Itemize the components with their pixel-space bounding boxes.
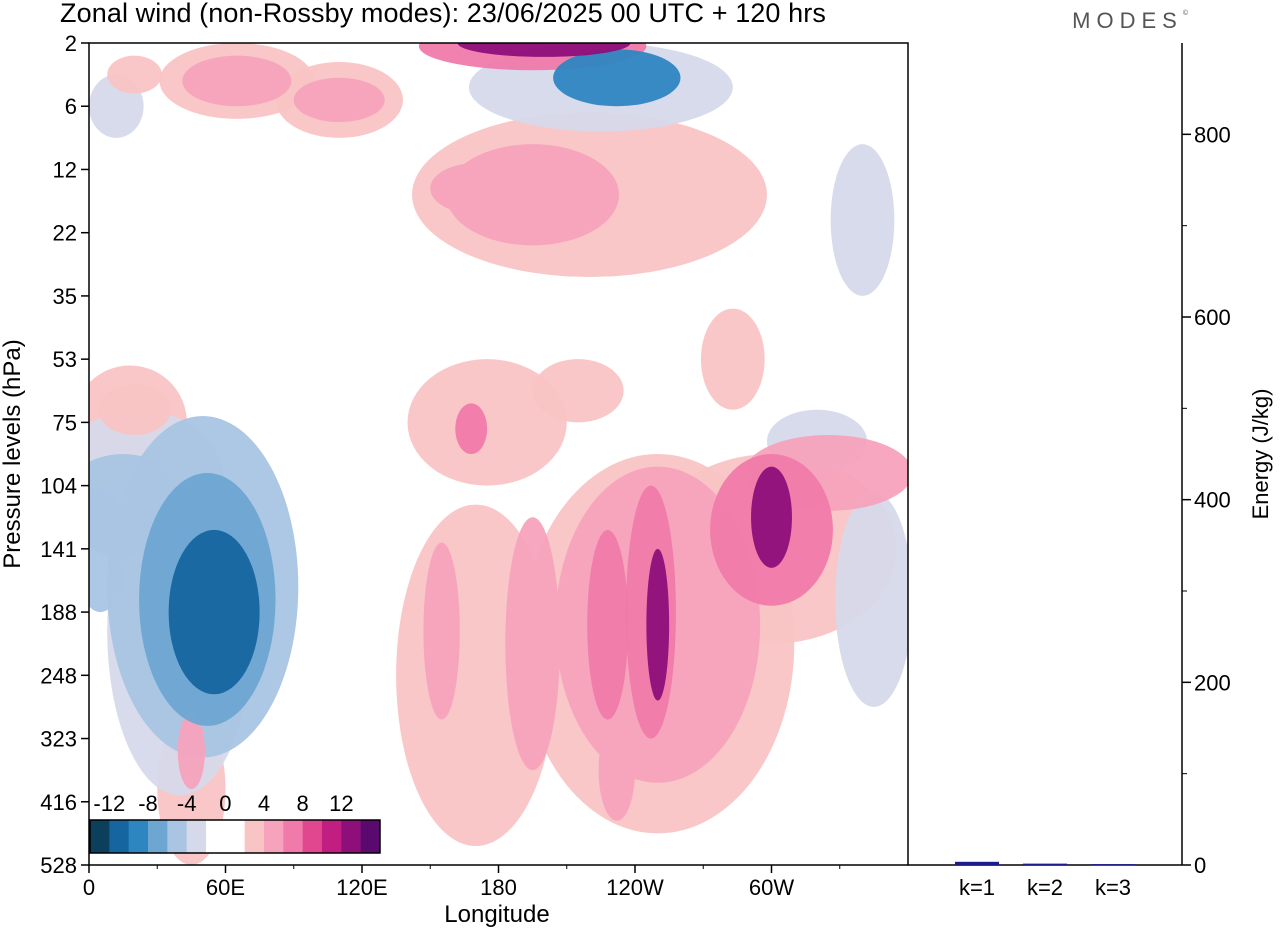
energy-bar [1091,864,1135,866]
y-axis-label: Pressure levels (hPa) [0,339,26,568]
energy-tick-label: 400 [1194,488,1231,513]
wind-contour-region [177,713,206,790]
y-tick-label: 22 [53,221,77,246]
logo-text: MODES [1072,8,1183,33]
bar-category-label: k=1 [959,875,995,900]
x-tick-label: 120W [606,875,664,900]
colorbar-label: 0 [219,791,231,816]
x-tick-label: 60E [206,875,245,900]
y-tick-label: 6 [65,94,77,119]
wind-contour-region [446,144,620,246]
x-tick-label: 180 [480,875,517,900]
y-tick-label: 528 [40,853,77,878]
energy-bar [1023,863,1067,866]
energy-bar-panel: 0 200 400 600 800 k=1 k=2 k=3 [908,43,1231,900]
wind-contour-region [107,55,162,94]
wind-contour-region [168,529,260,695]
x-axis: 0 60E 120E 180 120W 60W [83,865,841,900]
bar-category-labels: k=1 k=2 k=3 [959,875,1131,900]
colorbar-label: -8 [138,791,158,816]
y-axis-pressure: 2 6 12 22 35 53 75 104 141 188 248 323 416 528 [40,31,89,878]
colorbar-label: 8 [297,791,309,816]
wind-contour-region [830,144,895,296]
energy-tick-label: 600 [1194,305,1231,330]
colorbar-label: 12 [329,791,353,816]
colorbar-swatch [264,820,284,853]
energy-tick-label: 0 [1194,853,1206,878]
wind-contour-region [455,403,488,455]
bar-category-label: k=2 [1027,875,1063,900]
wind-contour-region [598,719,635,821]
colorbar-frame [89,819,381,854]
colorbar-swatch [128,820,149,853]
bar-category-label: k=3 [1095,875,1131,900]
x-tick-label: 60W [749,875,794,900]
x-axis-label: Longitude [444,901,549,928]
y-tick-label: 2 [65,31,77,56]
wind-contour-region [700,308,765,410]
wind-contour-region [170,131,281,258]
colorbar-swatch [341,820,362,853]
energy-tick-label: 800 [1194,122,1231,147]
y-axis-energy: 0 200 400 600 800 [1182,122,1231,878]
colorbar-swatch [360,820,381,853]
wind-contour-region [751,466,792,568]
energy-axis-label: Energy (J/kg) [1248,389,1273,520]
y-tick-label: 141 [40,537,77,562]
colorbar-swatch [283,820,304,853]
colorbar-swatch [244,820,265,853]
y-tick-label: 75 [53,410,77,435]
colorbar-swatch [109,820,130,853]
energy-tick-label: 200 [1194,670,1231,695]
colorbar-label: -4 [177,791,197,816]
colorbar-swatch [322,820,342,853]
colorbar-swatch [302,820,323,853]
wind-contour-region [407,359,567,486]
wind-contour-region [98,384,171,436]
y-tick-label: 104 [40,474,77,499]
wind-contour-region [646,548,670,701]
colorbar-swatch [90,820,110,853]
colorbar-label: 4 [258,791,270,816]
energy-bar [955,861,999,865]
modes-logo: MODES© [1072,8,1188,34]
y-tick-label: 323 [40,727,77,752]
chart-title: Zonal wind (non-Rossby modes): 23/06/202… [60,0,826,28]
wind-contour-region [532,359,624,423]
y-tick-label: 53 [53,347,77,372]
y-tick-label: 188 [40,600,77,625]
wind-contour-region [182,55,292,107]
heatmap-contours [89,43,908,865]
wind-contour-region [457,43,631,57]
energy-bars [955,861,1135,866]
colorbar-swatch [225,820,246,853]
colorbar: -12 -8 -4 0 4 8 12 [89,791,381,854]
logo-mark: © [1182,10,1188,17]
wind-contour-region [505,517,560,771]
wind-contour-region [293,77,385,123]
colorbar-swatch [167,820,188,853]
colorbar-swatch [148,820,168,853]
y-tick-label: 248 [40,663,77,688]
colorbar-swatch [206,820,226,853]
wind-contour-region [423,542,460,720]
x-tick-label: 120E [336,875,387,900]
wind-contour-region [587,529,629,720]
wind-contour-region [835,491,908,707]
wind-contour-region [553,49,681,107]
y-tick-label: 12 [53,157,77,182]
colorbar-swatch [186,820,207,853]
x-tick-label: 0 [83,875,95,900]
wind-contour-region [252,428,403,505]
y-tick-label: 35 [53,284,77,309]
colorbar-label: -12 [93,791,125,816]
y-tick-label: 416 [40,790,77,815]
